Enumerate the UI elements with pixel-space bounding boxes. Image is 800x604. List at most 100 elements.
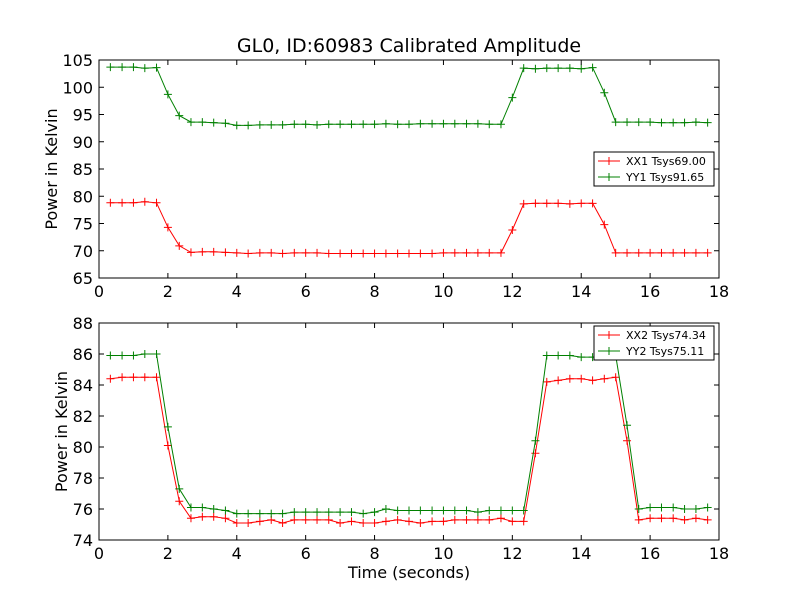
data-point xyxy=(531,64,540,73)
y-tick-label: 95 xyxy=(73,106,93,125)
legend-marker xyxy=(605,173,613,181)
data-point xyxy=(244,249,253,258)
x-tick-label: 2 xyxy=(163,282,173,301)
data-point xyxy=(186,514,195,523)
data-point xyxy=(519,64,528,73)
data-point xyxy=(301,120,310,129)
data-point xyxy=(450,248,459,257)
data-point xyxy=(359,509,368,518)
data-point xyxy=(381,505,390,513)
data-point xyxy=(370,518,379,527)
data-point xyxy=(542,377,551,386)
data-point xyxy=(301,248,310,257)
data-point xyxy=(600,374,609,383)
data-point xyxy=(531,449,540,458)
legend: XX2 Tsys74.34 YY2 Tsys75.11 xyxy=(593,325,715,361)
data-point xyxy=(359,120,368,129)
data-point xyxy=(439,506,448,515)
data-point xyxy=(680,248,689,257)
series-line-0-1 xyxy=(110,66,708,126)
data-point xyxy=(221,248,230,257)
legend-marker xyxy=(605,157,613,165)
y-tick-label: 80 xyxy=(73,187,93,206)
data-point xyxy=(577,199,586,208)
data-point xyxy=(186,118,195,127)
data-point xyxy=(508,517,517,526)
data-point xyxy=(129,373,138,382)
data-point xyxy=(554,64,563,73)
data-point xyxy=(106,198,115,207)
data-point xyxy=(623,248,632,257)
data-point xyxy=(577,353,586,362)
data-point xyxy=(691,248,700,257)
data-point xyxy=(209,247,218,256)
data-point xyxy=(600,220,609,229)
x-axis-label: Time (seconds) xyxy=(347,563,470,582)
x-tick-label: 14 xyxy=(571,282,591,301)
data-point xyxy=(450,515,459,524)
data-point xyxy=(519,199,528,208)
data-point xyxy=(347,508,356,517)
data-point xyxy=(405,517,413,526)
data-point xyxy=(473,508,482,517)
y-tick-label: 84 xyxy=(73,376,93,395)
data-point xyxy=(657,248,666,257)
legend-marker xyxy=(605,347,613,355)
data-point xyxy=(703,503,712,512)
data-point xyxy=(152,63,161,72)
data-point xyxy=(669,118,678,127)
data-point xyxy=(359,249,368,258)
data-point xyxy=(703,248,712,257)
data-point xyxy=(106,351,115,360)
x-tick-label: 4 xyxy=(232,544,242,563)
data-point xyxy=(324,120,333,129)
data-point xyxy=(290,248,299,257)
data-point xyxy=(255,248,264,257)
chart-title: GL0, ID:60983 Calibrated Amplitude xyxy=(237,35,581,57)
data-point xyxy=(175,111,184,120)
data-point xyxy=(565,64,574,73)
data-point xyxy=(565,374,574,383)
data-point xyxy=(347,517,356,526)
data-point xyxy=(324,249,333,258)
x-tick-label: 6 xyxy=(301,282,311,301)
data-point xyxy=(531,199,540,208)
data-point xyxy=(324,508,333,517)
data-point xyxy=(416,506,425,515)
data-point xyxy=(336,120,345,129)
data-point xyxy=(163,422,172,431)
data-point xyxy=(140,197,149,206)
data-point xyxy=(278,518,287,527)
data-point xyxy=(140,350,149,358)
data-point xyxy=(485,248,494,257)
series-line-0-0 xyxy=(110,201,708,255)
data-point xyxy=(232,248,241,257)
data-point xyxy=(542,64,551,73)
data-point xyxy=(657,118,666,127)
data-point xyxy=(473,248,482,257)
data-point xyxy=(703,515,712,524)
data-point xyxy=(496,514,505,523)
data-point xyxy=(129,63,138,72)
data-point xyxy=(473,119,482,128)
data-point xyxy=(290,515,299,524)
data-point xyxy=(152,373,161,382)
data-point xyxy=(140,373,149,382)
data-point xyxy=(381,249,390,258)
data-point xyxy=(336,518,345,527)
x-tick-label: 18 xyxy=(709,282,729,301)
data-point xyxy=(186,248,195,257)
y-tick-label: 75 xyxy=(73,215,93,234)
x-tick-label: 16 xyxy=(640,544,660,563)
data-point xyxy=(209,505,218,513)
data-point xyxy=(129,198,138,207)
data-point xyxy=(313,508,322,517)
y-tick-label: 80 xyxy=(73,438,93,457)
data-point xyxy=(634,118,643,127)
data-point xyxy=(428,119,437,128)
y-tick-label: 86 xyxy=(73,345,93,364)
bottom-plot: 0 2 4 6 8 10 12 14 16 18 74 76 78 80 82 84 86 88 Power in … xyxy=(52,314,729,582)
x-tick-label: 8 xyxy=(369,282,379,301)
data-point xyxy=(324,515,333,524)
data-point xyxy=(657,514,666,523)
